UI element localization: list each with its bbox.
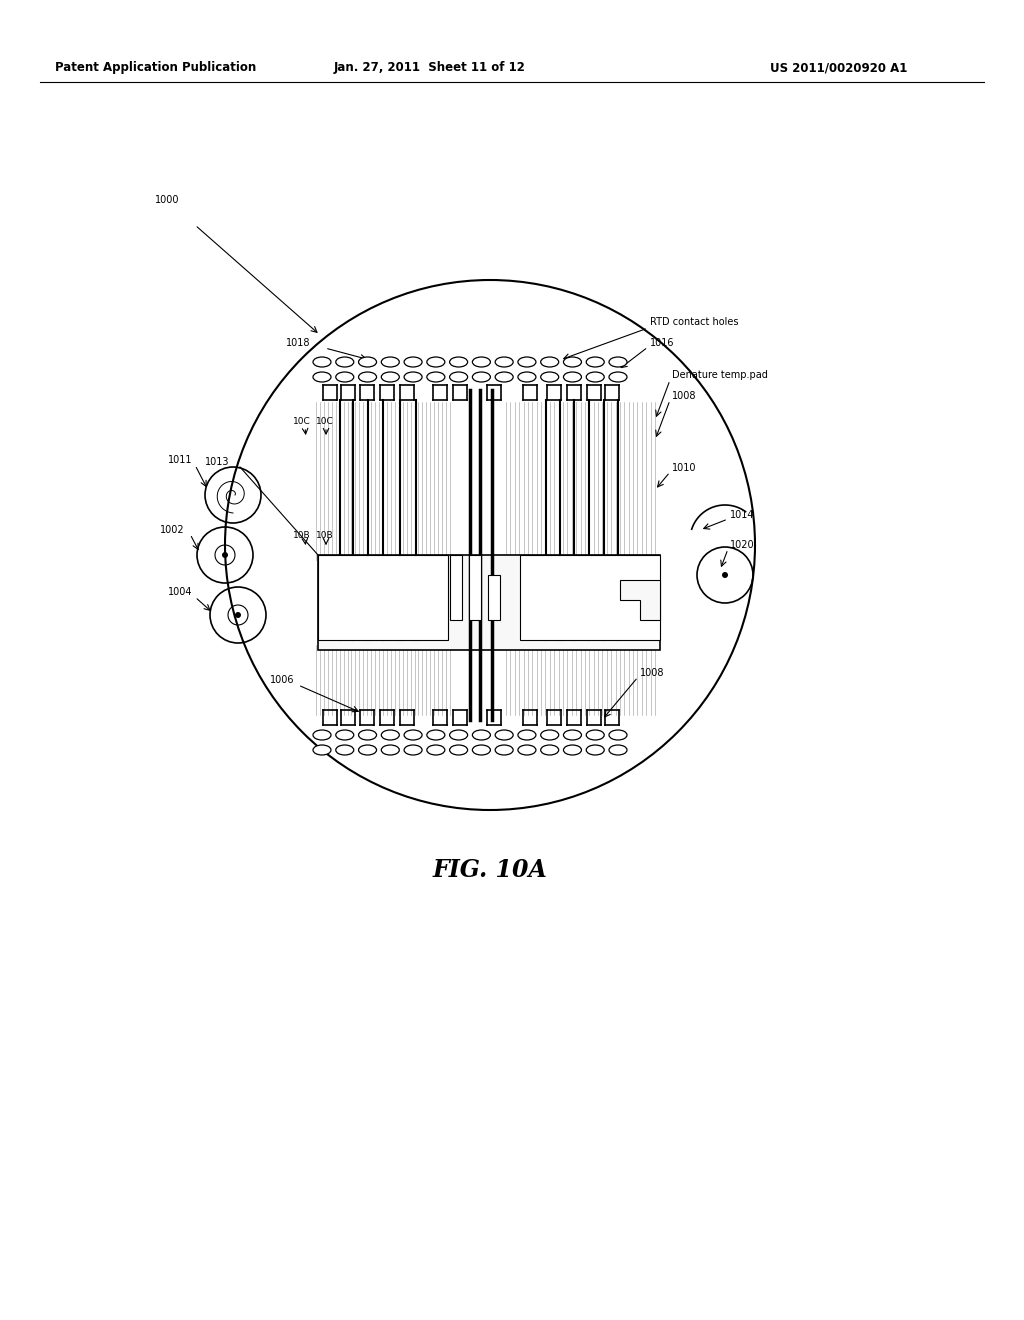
Ellipse shape — [496, 372, 513, 381]
Ellipse shape — [427, 730, 444, 741]
Bar — [520, 554, 660, 640]
Ellipse shape — [586, 356, 604, 367]
Text: RTD contact holes: RTD contact holes — [650, 317, 738, 327]
Ellipse shape — [496, 356, 513, 367]
Ellipse shape — [496, 730, 513, 741]
Ellipse shape — [609, 372, 627, 381]
Ellipse shape — [541, 730, 559, 741]
Ellipse shape — [518, 372, 536, 381]
Ellipse shape — [450, 744, 468, 755]
Ellipse shape — [563, 744, 582, 755]
Text: Jan. 27, 2011  Sheet 11 of 12: Jan. 27, 2011 Sheet 11 of 12 — [334, 62, 526, 74]
Text: FIG. 10A: FIG. 10A — [432, 858, 548, 882]
Text: 10B: 10B — [316, 531, 334, 540]
Ellipse shape — [404, 356, 422, 367]
Text: Denature temp.pad: Denature temp.pad — [672, 370, 768, 380]
Ellipse shape — [472, 356, 490, 367]
Text: 1013: 1013 — [205, 457, 229, 467]
Text: 1008: 1008 — [672, 391, 696, 401]
Ellipse shape — [313, 744, 331, 755]
Text: Patent Application Publication: Patent Application Publication — [55, 62, 256, 74]
Ellipse shape — [427, 356, 444, 367]
Ellipse shape — [404, 372, 422, 381]
Bar — [318, 554, 660, 649]
Text: 1004: 1004 — [168, 587, 193, 597]
Ellipse shape — [313, 372, 331, 381]
Ellipse shape — [358, 356, 377, 367]
Ellipse shape — [472, 372, 490, 381]
Ellipse shape — [541, 372, 559, 381]
Polygon shape — [620, 579, 660, 620]
Ellipse shape — [336, 356, 353, 367]
Ellipse shape — [541, 356, 559, 367]
Ellipse shape — [586, 744, 604, 755]
Text: 1011: 1011 — [168, 455, 193, 465]
Ellipse shape — [450, 730, 468, 741]
Ellipse shape — [381, 744, 399, 755]
Bar — [488, 576, 500, 620]
Circle shape — [234, 612, 241, 618]
Ellipse shape — [518, 356, 536, 367]
Text: 1010: 1010 — [672, 463, 696, 473]
Bar — [318, 554, 449, 640]
Text: 10C: 10C — [293, 417, 311, 426]
Ellipse shape — [404, 744, 422, 755]
Ellipse shape — [472, 730, 490, 741]
Text: US 2011/0020920 A1: US 2011/0020920 A1 — [770, 62, 907, 74]
Text: 1014: 1014 — [730, 510, 755, 520]
Ellipse shape — [358, 372, 377, 381]
Ellipse shape — [358, 730, 377, 741]
Ellipse shape — [450, 356, 468, 367]
Circle shape — [722, 572, 728, 578]
Ellipse shape — [313, 730, 331, 741]
Ellipse shape — [313, 356, 331, 367]
Ellipse shape — [518, 730, 536, 741]
Text: 1006: 1006 — [270, 675, 295, 685]
Ellipse shape — [518, 744, 536, 755]
Ellipse shape — [336, 744, 353, 755]
Ellipse shape — [381, 372, 399, 381]
Bar — [450, 554, 462, 620]
Ellipse shape — [427, 744, 444, 755]
Text: 1020: 1020 — [730, 540, 755, 550]
Text: 1002: 1002 — [160, 525, 184, 535]
Text: 10C: 10C — [316, 417, 334, 426]
Ellipse shape — [609, 744, 627, 755]
Text: 1018: 1018 — [286, 338, 310, 348]
Ellipse shape — [404, 730, 422, 741]
Ellipse shape — [496, 744, 513, 755]
Ellipse shape — [427, 372, 444, 381]
Ellipse shape — [586, 730, 604, 741]
Text: 1008: 1008 — [640, 668, 665, 678]
Ellipse shape — [381, 356, 399, 367]
Ellipse shape — [563, 730, 582, 741]
Ellipse shape — [609, 356, 627, 367]
Text: 1000: 1000 — [155, 195, 179, 205]
Ellipse shape — [541, 744, 559, 755]
Ellipse shape — [358, 744, 377, 755]
Ellipse shape — [450, 372, 468, 381]
Ellipse shape — [336, 372, 353, 381]
Ellipse shape — [609, 730, 627, 741]
Ellipse shape — [563, 356, 582, 367]
Text: 1016: 1016 — [650, 338, 675, 348]
Text: 10B: 10B — [293, 531, 311, 540]
Bar — [469, 554, 481, 620]
Ellipse shape — [472, 744, 490, 755]
Circle shape — [222, 552, 228, 558]
Ellipse shape — [586, 372, 604, 381]
Ellipse shape — [563, 372, 582, 381]
Ellipse shape — [336, 730, 353, 741]
Ellipse shape — [381, 730, 399, 741]
